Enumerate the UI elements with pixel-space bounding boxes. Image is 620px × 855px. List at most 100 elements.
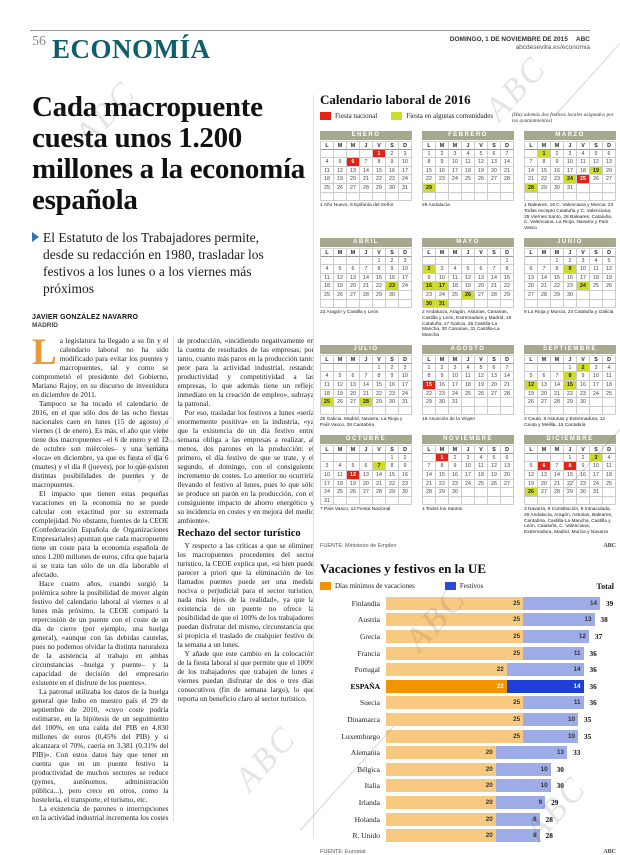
day-cell [321,363,334,373]
day-cell: 20 [475,282,488,292]
day-cell: 19 [462,282,475,292]
day-cell: 26 [475,175,488,184]
vacation-segment: 20 [386,779,496,793]
day-cell: 9 [386,265,399,274]
month-name: MARZO [524,130,616,140]
day-cell [462,496,475,506]
day-of-week-header: S [386,355,399,364]
day-cell: 11 [462,372,475,381]
day-cell: 17 [590,380,603,390]
day-cell: 30 [399,488,412,497]
day-cell [347,256,360,266]
day-of-week-header: D [603,248,616,257]
day-of-week-header: S [488,445,501,454]
day-cell: 4 [577,149,590,159]
stacked-bar: 22 14 [386,663,584,677]
infographic-column: Calendario laboral de 2016 Fiesta nacion… [320,92,616,855]
day-of-week-header: M [436,248,449,257]
day-of-week-header: M [334,445,347,454]
day-cell: 30 [577,398,590,407]
day-cell [501,398,514,407]
day-cell [373,299,386,309]
legend-label: Festivos [459,582,484,591]
day-of-week-header: J [564,355,577,364]
day-cell: 13 [525,273,538,283]
day-of-week-header: L [321,248,334,257]
day-of-week-header: M [449,355,462,364]
day-of-week-header: M [551,248,564,257]
day-of-week-header: J [360,141,373,150]
day-cell [347,406,360,416]
day-cell: 31 [399,183,412,193]
total-value: 30 [556,781,564,791]
day-cell [321,192,334,202]
chart-credit: ABC [603,849,616,855]
day-cell: 29 [423,183,436,193]
day-of-week-header: L [321,355,334,364]
day-cell: 6 [347,265,360,274]
day-cell: 23 [564,282,577,292]
day-cell: 26 [462,291,475,300]
vacation-segment: 20 [386,795,496,809]
day-cell: 1 [423,149,436,159]
day-cell [525,192,538,202]
day-cell: 25 [462,389,475,399]
day-cell: 17 [577,273,590,283]
bar-area: 20 8 28 [386,829,600,843]
day-cell: 11 [603,462,616,471]
day-cell: 5 [334,158,347,167]
total-value: 33 [573,748,581,758]
festivo-segment: 14 [506,679,584,693]
day-cell: 4 [590,256,603,266]
day-cell: 20 [360,479,373,489]
page-header: 56 ECONOMÍA DOMINGO, 1 DE NOVIEMBRE DE 20… [32,34,590,68]
day-cell [334,406,347,416]
day-of-week-header: J [564,248,577,257]
day-cell: 29 [501,291,514,300]
day-cell [577,496,590,506]
day-cell [423,496,436,506]
day-cell: 7 [360,372,373,381]
day-cell: 23 [386,389,399,399]
day-cell [386,192,399,202]
month-name: JULIO [320,344,412,354]
day-cell [347,192,360,202]
day-of-week-header: J [462,445,475,454]
day-cell [603,291,616,300]
day-cell: 23 [386,282,399,292]
day-cell: 12 [347,470,360,480]
day-cell: 15 [373,166,386,176]
day-cell: 26 [475,389,488,399]
total-value: 38 [600,615,608,625]
day-cell: 25 [321,291,334,300]
day-cell: 16 [386,380,399,390]
day-cell: 8 [423,158,436,167]
day-cell: 2 [564,256,577,266]
day-cell [334,256,347,266]
day-cell [449,496,462,506]
day-cell: 9 [577,462,590,471]
day-of-week-header: D [603,355,616,364]
day-cell: 18 [334,479,347,489]
day-cell: 16 [386,166,399,176]
total-value: 36 [589,648,597,658]
day-of-week-header: V [577,355,590,364]
day-cell [577,291,590,300]
month-julio: JULIO L M M J V S D 1 2 3 4 5 6 7 8 9 10 11 12 13 14 15 16 17 18 1… [320,344,412,429]
day-cell: 2 [436,149,449,159]
month-footnote: 1 Todos los Santos [422,507,463,513]
day-cell: 26 [488,479,501,489]
day-of-week-header: M [334,248,347,257]
bar-area: 25 13 38 [386,613,608,627]
day-cell: 24 [321,488,334,497]
day-cell [399,406,412,416]
total-value: 36 [589,681,597,691]
day-cell: 28 [551,398,564,407]
day-cell: 4 [475,453,488,463]
day-cell: 23 [577,389,590,399]
day-cell: 10 [436,273,449,283]
day-cell [334,299,347,309]
month-grid: L M M J V S D 1 2 3 4 5 6 7 8 9 10 11 12 13 14 15 16 17 18 19 20 21… [422,444,514,506]
day-cell: 20 [347,389,360,399]
day-cell [449,256,462,266]
